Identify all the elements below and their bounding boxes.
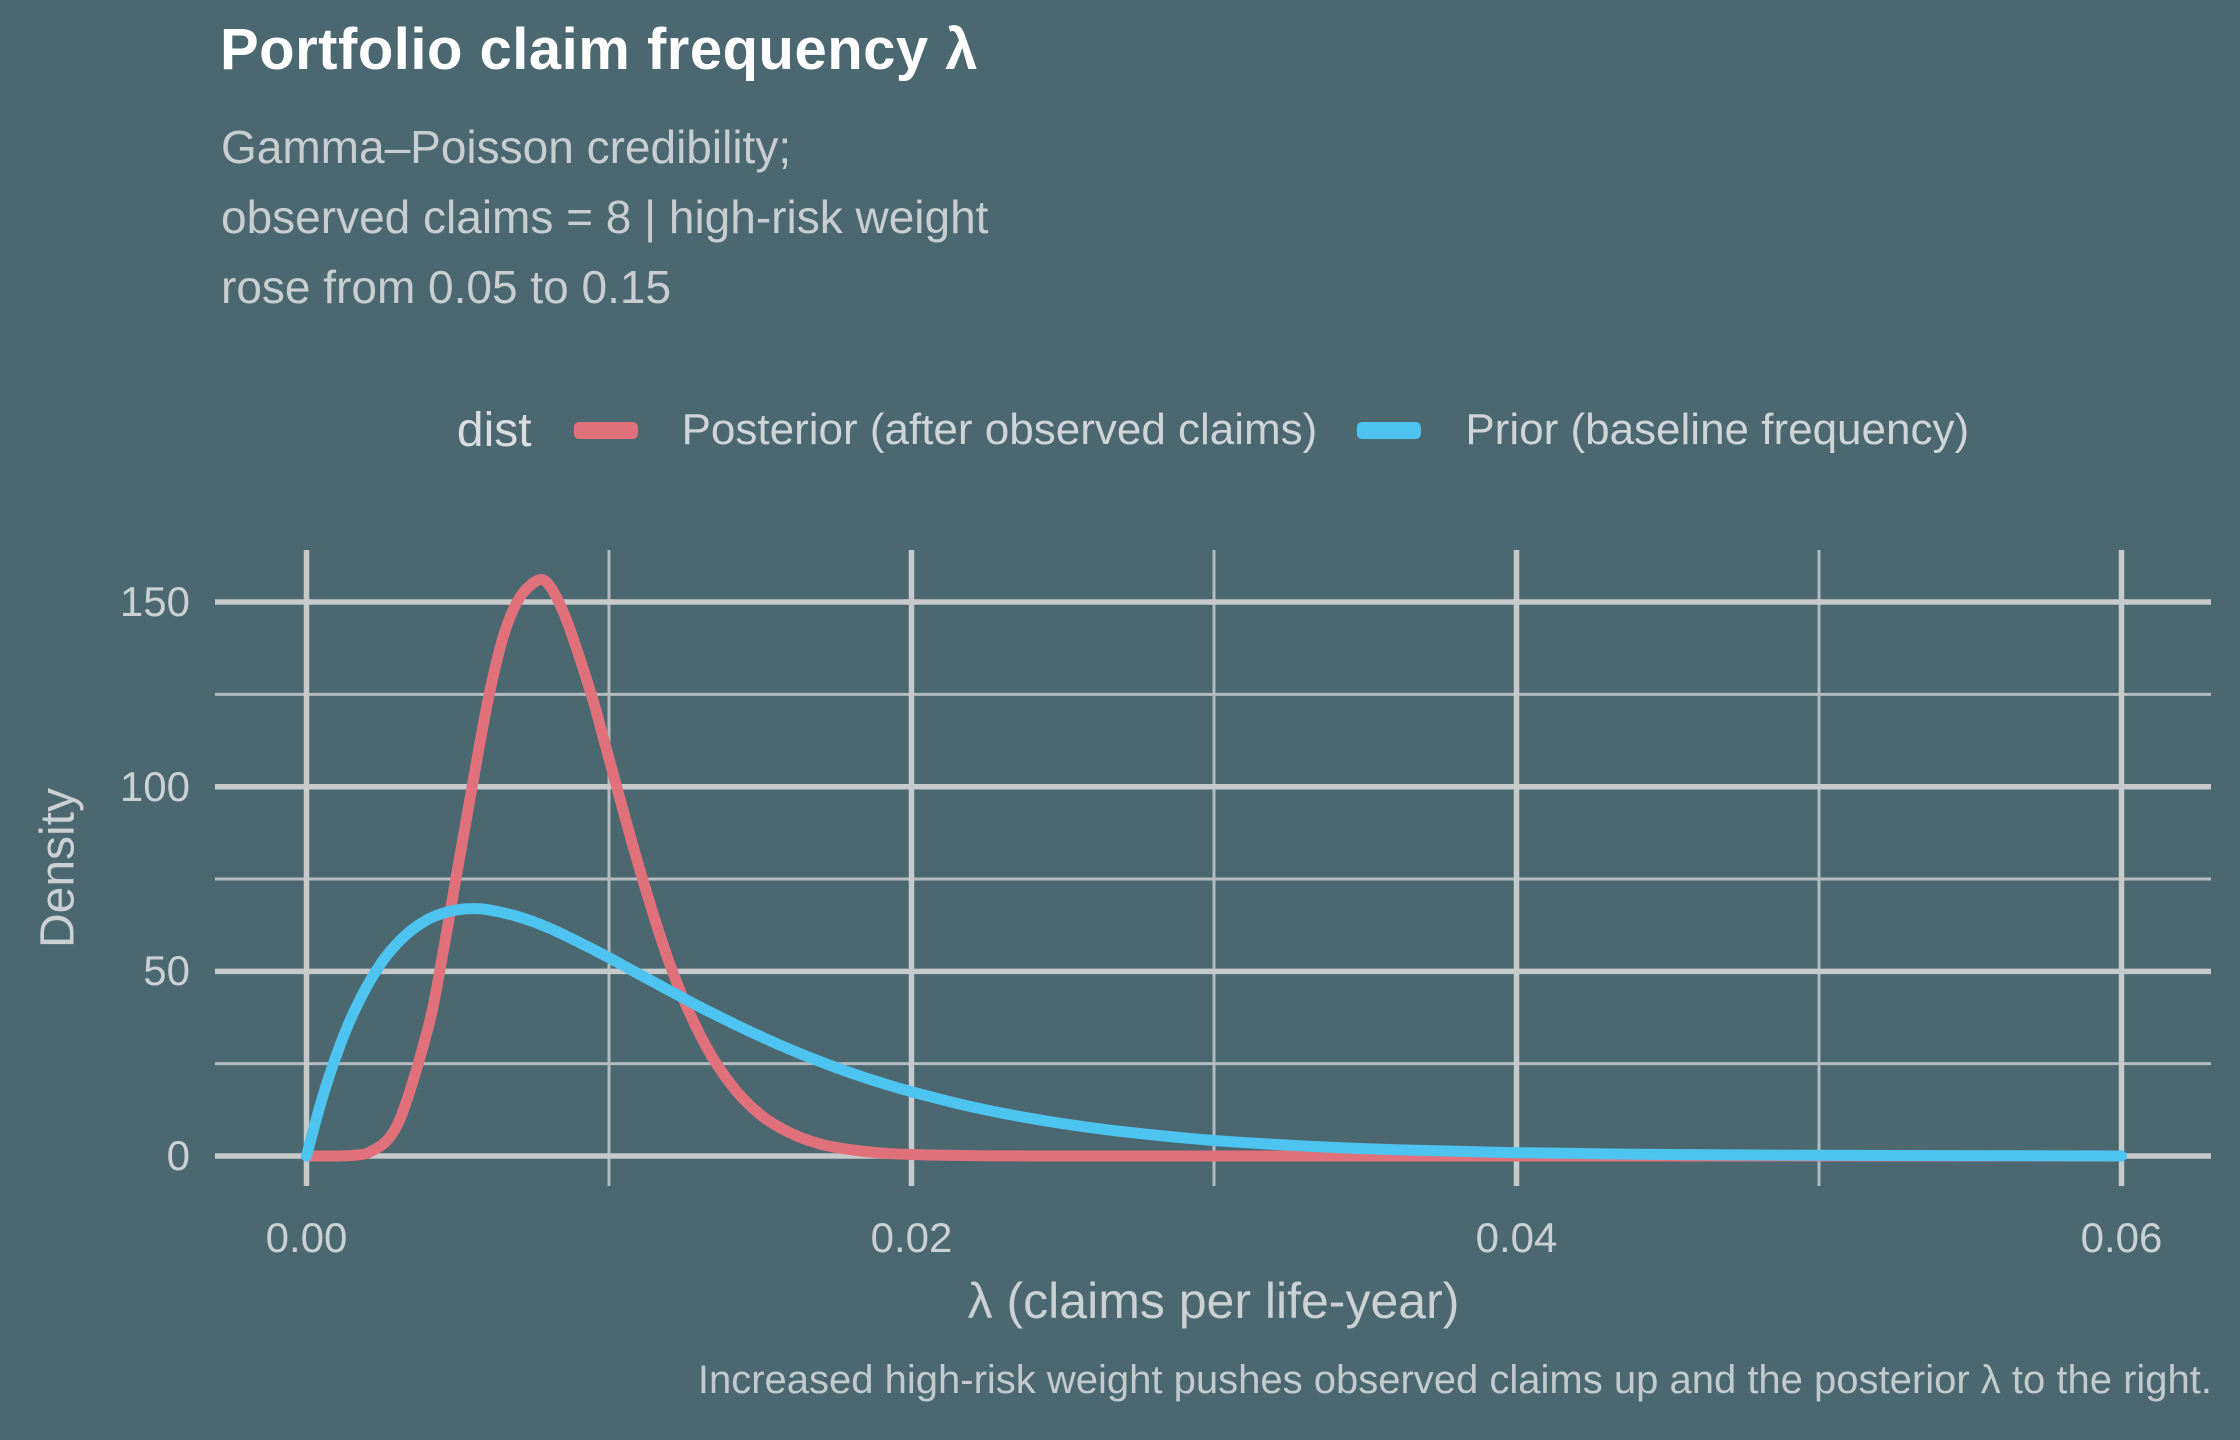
x-tick-label-0.00: 0.00 [265,1214,348,1261]
x-tick-label-0.04: 0.04 [1475,1214,1558,1261]
legend: dist Posterior (after observed claims) P… [457,398,1969,462]
caption: Increased high-risk weight pushes observ… [697,1358,2212,1402]
legend-label-prior: Prior (baseline frequency) [1465,405,1970,454]
y-tick-label-0: 0 [166,1132,190,1179]
legend-title: dist [456,403,532,457]
x-tick-label-0.02: 0.02 [870,1214,953,1261]
y-tick-label-50: 50 [143,947,190,995]
x-axis-title: λ (claims per life-year) [967,1273,1460,1329]
legend-item-posterior: Posterior (after observed claims) [573,405,1318,455]
x-tick-label-0.06: 0.06 [2080,1214,2163,1261]
legend-item-prior: Prior (baseline frequency) [1357,405,1969,455]
prior-key-swatch [1357,421,1422,439]
posterior-curve [301,574,2127,1162]
prior-curve [301,903,2127,1162]
posterior-key-swatch [573,421,638,439]
legend-label-posterior: Posterior (after observed claims) [681,405,1318,454]
subtitle-line-2: observed claims = 8 | high-risk weight [221,191,989,243]
subtitle-line-1: Gamma–Poisson credibility; [221,121,792,173]
page-title: Portfolio claim frequency λ [220,17,979,82]
y-tick-label-100: 100 [119,762,190,810]
subtitle-line-3: rose from 0.05 to 0.15 [221,261,672,313]
y-tick-label-150: 150 [119,578,190,626]
chart-subtitle: Gamma–Poisson credibility; observed clai… [221,112,988,322]
